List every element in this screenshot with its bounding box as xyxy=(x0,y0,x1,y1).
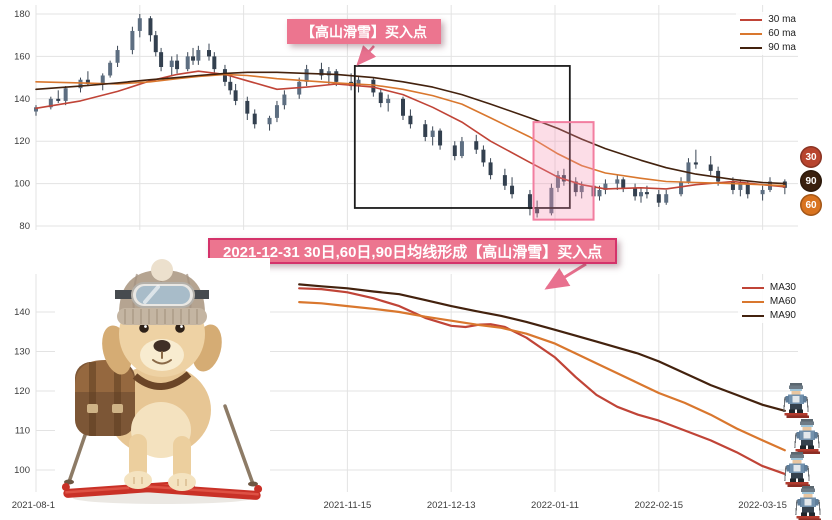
x-tick-label: 2021-08-12 xyxy=(12,500,61,511)
legend-item: MA90 xyxy=(741,310,796,321)
ski-dog-illustration xyxy=(55,258,270,508)
legend-item: 60 ma xyxy=(740,28,796,39)
bottom-ma-line-MA60 xyxy=(298,301,786,452)
black-highlight-box xyxy=(353,65,571,209)
x-tick-label: 2022-01-11 xyxy=(531,500,579,511)
legend-swatch xyxy=(740,18,763,21)
top-chart-y-tick-label: 120 xyxy=(14,136,30,147)
top-callout-arrow xyxy=(356,45,377,66)
dog-legs xyxy=(124,434,196,491)
bottom-chart-y-tick-label: 120 xyxy=(14,386,30,397)
top-chart-legend: 30 ma 60 ma 90 ma xyxy=(736,12,800,55)
ma-badge-90: 90 xyxy=(800,170,822,192)
top-chart-y-tick-label: 160 xyxy=(14,51,30,62)
bottom-chart-y-tick-label: 130 xyxy=(14,347,30,358)
top-ma-line-90ma xyxy=(35,71,786,185)
pink-highlight-box xyxy=(532,121,595,221)
legend-swatch xyxy=(740,46,763,49)
bottom-chart-legend: MA30 MA60 MA90 xyxy=(737,280,800,323)
legend-label: MA60 xyxy=(769,296,796,307)
legend-label: 90 ma xyxy=(768,42,796,53)
top-ma-line-30ma xyxy=(35,70,786,190)
candlestick-series xyxy=(34,14,787,218)
top-chart-y-tick-label: 80 xyxy=(19,221,30,232)
dog-goggles-icon xyxy=(115,282,209,308)
mid-callout-arrow xyxy=(544,262,587,290)
legend-swatch xyxy=(741,300,764,303)
bottom-chart-y-tick-label: 100 xyxy=(14,465,30,476)
legend-item: 30 ma xyxy=(740,14,796,25)
legend-label: MA90 xyxy=(769,310,796,321)
legend-item: 90 ma xyxy=(740,42,796,53)
buy-point-callout: 【高山滑雪】买入点 xyxy=(287,19,441,44)
dog-harness-strap xyxy=(132,371,192,390)
legend-item: MA30 xyxy=(741,282,796,293)
x-tick-label: 2022-03-15 xyxy=(738,500,787,511)
bottom-ma-line-MA90 xyxy=(298,283,786,412)
bottom-ma-line-MA30 xyxy=(298,287,786,475)
legend-swatch xyxy=(740,32,763,35)
ma-badge-60: 60 xyxy=(800,194,822,216)
pattern-date-callout-text: 2021-12-31 30日,60日,90日均线形成【高山滑雪】买入点 xyxy=(223,243,603,261)
dog-skis xyxy=(61,480,263,500)
legend-label: MA30 xyxy=(769,282,796,293)
x-tick-label: 2022-02-15 xyxy=(634,500,683,511)
x-tick-label: 2021-12-13 xyxy=(427,500,476,511)
legend-swatch xyxy=(741,286,764,289)
x-tick-label: 2021-11-15 xyxy=(323,500,371,511)
legend-label: 30 ma xyxy=(768,14,796,25)
bottom-chart-y-tick-label: 140 xyxy=(14,307,30,318)
top-chart-y-tick-label: 140 xyxy=(14,94,30,105)
legend-item: MA60 xyxy=(741,296,796,307)
ma-badge-30: 30 xyxy=(800,146,822,168)
ski-dog-svg xyxy=(61,259,263,504)
top-chart-y-tick-label: 180 xyxy=(14,9,30,20)
top-ma-line-60ma xyxy=(35,73,786,187)
buy-point-callout-text: 【高山滑雪】买入点 xyxy=(301,23,427,40)
ma-value-badges: 30 90 60 xyxy=(800,146,822,216)
legend-swatch xyxy=(741,314,764,317)
dog-backpack xyxy=(75,360,135,436)
pattern-date-callout: 2021-12-31 30日,60日,90日均线形成【高山滑雪】买入点 xyxy=(208,238,618,264)
bottom-chart-y-tick-label: 110 xyxy=(15,426,30,437)
legend-label: 60 ma xyxy=(768,28,796,39)
top-chart-y-tick-label: 100 xyxy=(14,179,30,190)
